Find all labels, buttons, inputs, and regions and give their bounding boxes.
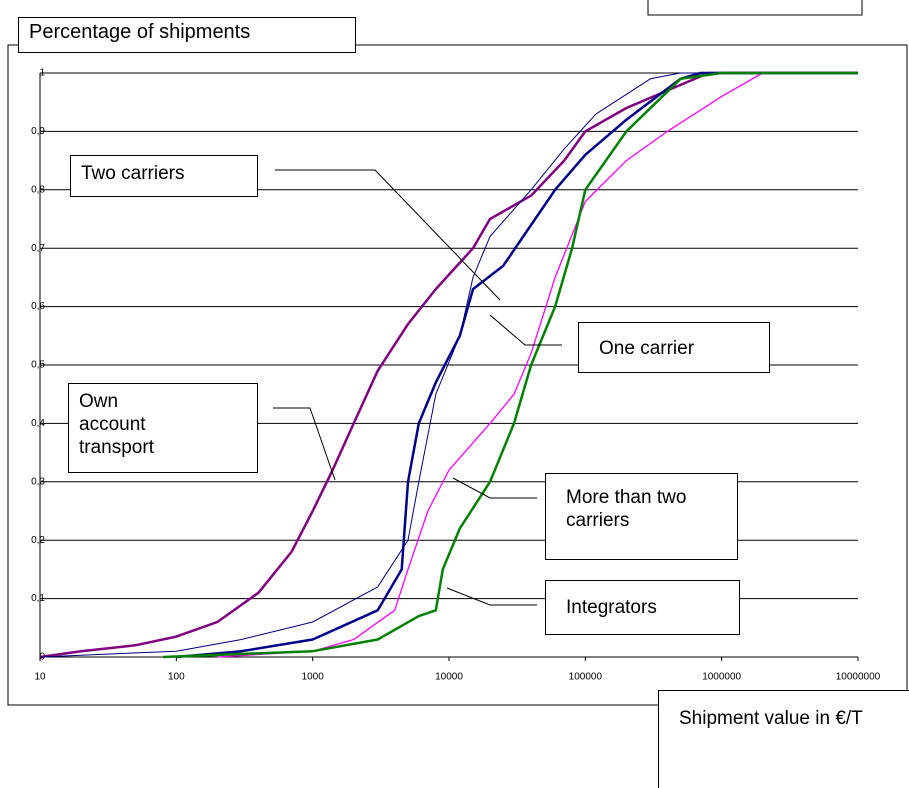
- series-line: [217, 72, 858, 658]
- chart-title: Percentage of shipments: [18, 17, 356, 53]
- y-tick-label: 0,5: [31, 360, 45, 371]
- x-axis-label: Shipment value in €/T: [658, 690, 909, 788]
- y-tick-label: 0,2: [31, 535, 45, 546]
- x-tick-label: 10000000: [836, 672, 881, 683]
- y-tick-label: 0,7: [31, 243, 45, 254]
- leader-line: [275, 169, 501, 301]
- leader-line: [273, 407, 336, 481]
- leader-line: [489, 314, 562, 346]
- x-tick-label: 10: [34, 672, 46, 683]
- x-tick-label: 10000: [435, 672, 463, 683]
- annotation-text: Own account transport: [79, 391, 154, 458]
- x-tick-label: 100: [168, 672, 185, 683]
- annotation: Two carriers: [70, 155, 258, 197]
- y-tick-label: 0,8: [31, 184, 45, 195]
- empty-box: [647, 0, 863, 16]
- y-tick-label: 0,4: [31, 418, 45, 429]
- x-axis-label-text: Shipment value in €/T: [679, 708, 863, 729]
- series-line: [39, 71, 858, 659]
- y-tick-label: 0,9: [31, 126, 45, 137]
- annotation-text: More than two carriers: [566, 487, 687, 531]
- x-tick-label: 100000: [569, 672, 603, 683]
- annotation: One carrier: [578, 322, 770, 373]
- y-tick-label: 0,6: [31, 301, 45, 312]
- x-tick-label: 1000000: [702, 672, 741, 683]
- series-line: [163, 71, 858, 659]
- leader-lines: [273, 169, 562, 606]
- annotation: Integrators: [545, 580, 740, 635]
- chart-border: [7, 44, 908, 706]
- series-line: [176, 71, 858, 659]
- y-tick-label: 0,3: [31, 476, 45, 487]
- annotation: More than two carriers: [545, 473, 738, 560]
- leader-line: [452, 477, 537, 499]
- x-tick-label: 1000: [302, 672, 325, 683]
- leader-line: [446, 587, 537, 606]
- y-tick-label: 0,1: [31, 593, 45, 604]
- annotation: Own account transport: [68, 383, 258, 473]
